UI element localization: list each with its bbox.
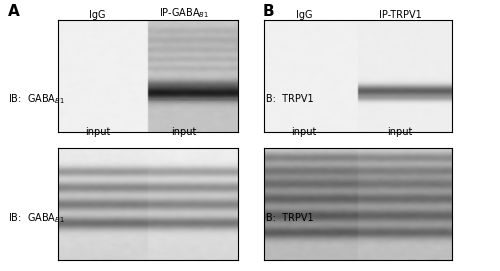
Text: B: B xyxy=(263,4,274,19)
Text: input: input xyxy=(292,127,316,137)
Text: input: input xyxy=(388,127,412,137)
Text: input: input xyxy=(85,127,110,137)
Text: IP-GABA$_{B1}$: IP-GABA$_{B1}$ xyxy=(159,7,209,20)
Text: input: input xyxy=(172,127,196,137)
Text: IB:  TRPV1: IB: TRPV1 xyxy=(263,94,314,104)
Text: A: A xyxy=(8,4,19,19)
Text: IgG: IgG xyxy=(89,10,106,20)
Text: IgG: IgG xyxy=(296,10,312,20)
Text: IB:  GABA$_{B1}$: IB: GABA$_{B1}$ xyxy=(8,211,64,225)
Text: IB:  TRPV1: IB: TRPV1 xyxy=(263,213,314,223)
Text: IB:  GABA$_{B1}$: IB: GABA$_{B1}$ xyxy=(8,92,64,106)
Text: IP-TRPV1: IP-TRPV1 xyxy=(378,10,422,20)
